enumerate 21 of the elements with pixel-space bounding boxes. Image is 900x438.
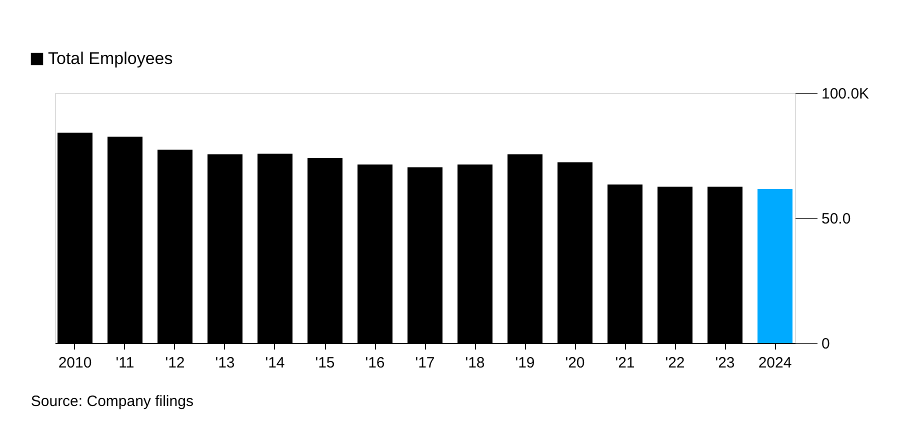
legend-label: Total Employees bbox=[48, 49, 173, 68]
source-note: Source: Company filings bbox=[30, 393, 194, 410]
x-tick-label: '22 bbox=[665, 354, 685, 372]
x-tick-label: '23 bbox=[715, 354, 735, 372]
x-tick-label: '14 bbox=[265, 354, 285, 372]
x-tick-label: 2024 bbox=[758, 354, 792, 372]
x-tick-label: '11 bbox=[116, 354, 134, 372]
y-tick-label: 0 bbox=[822, 336, 830, 352]
bar bbox=[758, 189, 792, 343]
y-tick-label: 50.0 bbox=[822, 210, 851, 228]
x-tick-label: '19 bbox=[515, 354, 535, 372]
y-tick-label: 100.0K bbox=[822, 86, 870, 102]
x-tick-label: 2010 bbox=[58, 354, 92, 372]
x-tick-label: '13 bbox=[215, 354, 235, 372]
x-tick-label: '21 bbox=[615, 354, 635, 372]
x-tick-label: '20 bbox=[565, 354, 585, 372]
x-tick-label: '15 bbox=[315, 354, 335, 372]
x-tick-label: '16 bbox=[365, 354, 385, 372]
x-tick-label: '12 bbox=[165, 354, 185, 372]
x-tick-label: '18 bbox=[465, 354, 485, 372]
x-tick-label: '17 bbox=[415, 354, 435, 372]
